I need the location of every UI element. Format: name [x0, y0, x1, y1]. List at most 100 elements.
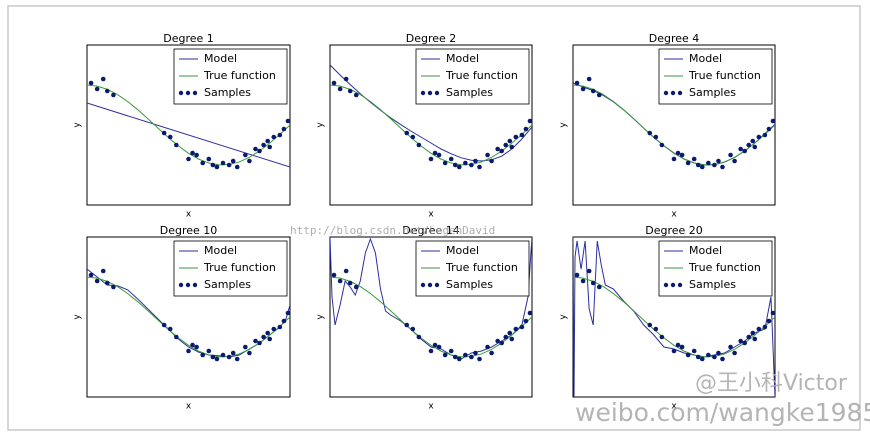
sample-point: [111, 284, 116, 290]
sample-point: [742, 148, 747, 154]
sample-point: [253, 146, 258, 152]
legend-label: Model: [689, 244, 722, 257]
sample-point: [432, 150, 438, 156]
sample-point: [277, 324, 283, 330]
sample-point: [337, 278, 343, 284]
sample-point: [653, 134, 659, 140]
sample-point: [473, 158, 478, 164]
legend: Model True function Samples: [658, 240, 773, 297]
legend-marker: [185, 282, 191, 288]
sample-point: [257, 148, 262, 154]
sample-point: [756, 134, 762, 140]
sample-point: [574, 80, 580, 86]
sample-point: [448, 348, 454, 354]
sample-point: [214, 356, 220, 362]
subplot: Degree 20 x y Model True function Samples: [559, 224, 776, 412]
sample-point: [742, 340, 747, 346]
sample-point: [347, 280, 353, 286]
sample-point: [675, 342, 681, 348]
legend-label: Model: [204, 244, 237, 257]
sample-point: [679, 152, 685, 158]
sample-point: [507, 138, 513, 144]
legend-marker: [192, 282, 198, 288]
sample-point: [762, 324, 768, 330]
subplot-title: Degree 4: [649, 32, 700, 45]
sample-point: [489, 158, 494, 164]
sample-point: [473, 350, 478, 356]
sample-point: [174, 334, 179, 340]
x-axis-label: x: [186, 210, 192, 220]
sample-point: [347, 88, 353, 94]
sample-point: [448, 156, 454, 162]
legend-marker: [178, 90, 184, 96]
sample-point: [190, 342, 195, 348]
watermark: weibo.com/wangke1985: [575, 398, 870, 427]
sample-point: [243, 344, 248, 350]
plot-area: [330, 64, 532, 170]
sample-point: [200, 160, 206, 166]
legend-marker: [178, 282, 184, 288]
sample-point: [247, 158, 252, 164]
sample-point: [706, 352, 711, 358]
sample-point: [404, 322, 410, 328]
legend-label: Model: [446, 244, 479, 257]
sample-point: [574, 272, 580, 278]
sample-point: [752, 144, 758, 150]
sample-point: [523, 318, 529, 324]
sample-point: [671, 348, 677, 354]
sample-point: [206, 156, 212, 162]
legend-label: Samples: [689, 86, 736, 99]
subplot: Degree 10 x y Model True function Samples: [73, 224, 291, 412]
legend-marker: [663, 282, 669, 288]
sample-point: [647, 322, 653, 328]
sample-point: [712, 162, 717, 168]
sample-point: [746, 142, 752, 148]
y-axis-label: y: [316, 122, 326, 128]
sample-point: [503, 334, 509, 340]
line: [330, 276, 532, 358]
sample-point: [230, 350, 236, 356]
legend: Model True function Samples: [415, 240, 530, 297]
sample-point: [94, 86, 100, 92]
legend-label: Model: [204, 52, 237, 65]
sample-point: [410, 326, 416, 332]
sample-point: [699, 164, 705, 170]
legend-marker: [663, 90, 669, 96]
sample-point: [590, 280, 596, 286]
y-axis-label: y: [73, 314, 83, 320]
sample-point: [519, 132, 525, 138]
sample-point: [691, 156, 697, 162]
sample-point: [766, 318, 772, 324]
sample-point: [738, 338, 743, 344]
sample-point: [770, 118, 775, 124]
sample-point: [495, 146, 500, 152]
y-axis-label: y: [559, 122, 569, 128]
line: [87, 276, 290, 358]
sample-point: [750, 138, 756, 144]
sample-point: [452, 354, 458, 360]
line: [87, 84, 290, 166]
sample-point: [695, 354, 701, 360]
sample-point: [586, 268, 592, 274]
legend-label: Samples: [446, 86, 493, 99]
sample-point: [477, 356, 482, 362]
sample-point: [750, 330, 756, 336]
sample-point: [485, 344, 490, 350]
x-axis-label: x: [428, 402, 434, 412]
sample-point: [489, 350, 494, 356]
line: [330, 84, 532, 166]
legend-label: Model: [689, 52, 722, 65]
sample-point: [647, 130, 653, 136]
subplot-title: Degree 14: [402, 224, 460, 237]
sample-point: [720, 356, 725, 362]
sample-point: [728, 344, 733, 350]
line: [573, 237, 775, 397]
sample-point: [281, 318, 287, 324]
sample-point: [463, 352, 468, 358]
sample-point: [167, 326, 173, 332]
watermark: @王小科Victor: [695, 371, 848, 396]
legend-label: True function: [203, 69, 276, 82]
sample-point: [410, 134, 416, 140]
